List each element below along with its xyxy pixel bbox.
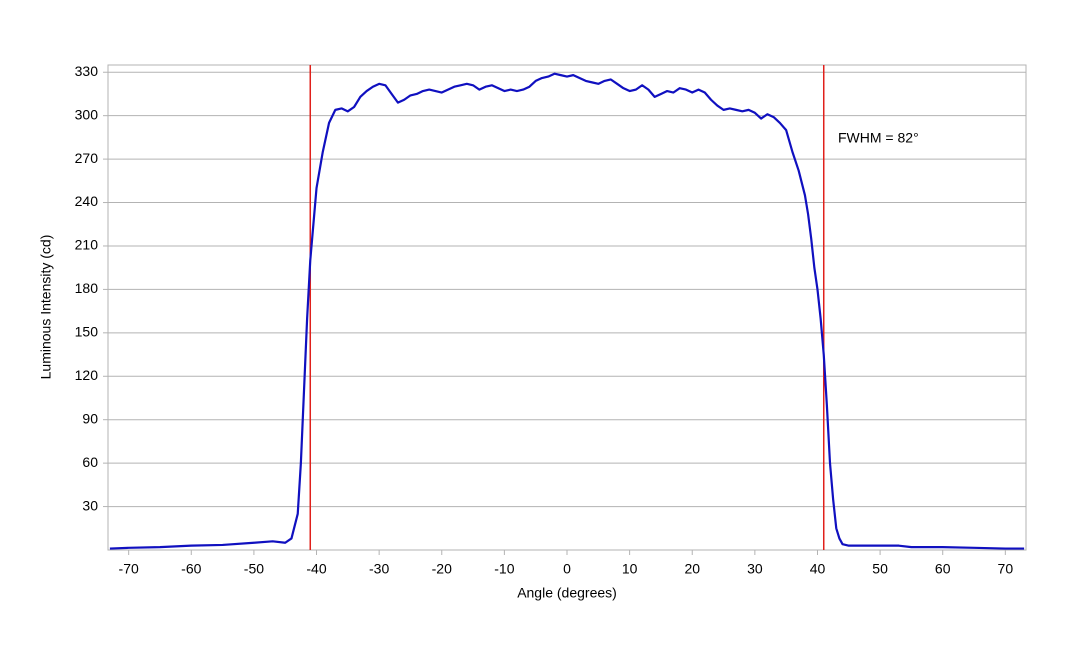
y-tick-label: 30	[82, 497, 98, 513]
x-tick-label: 20	[684, 561, 700, 577]
x-axis-label: Angle (degrees)	[517, 585, 617, 601]
x-tick-label: -10	[494, 561, 514, 577]
y-tick-label: 120	[75, 367, 99, 383]
x-tick-label: 10	[622, 561, 638, 577]
y-axis-label: Luminous Intensity (cd)	[38, 235, 54, 380]
x-tick-label: -30	[369, 561, 389, 577]
y-tick-label: 180	[75, 280, 99, 296]
x-tick-label: 40	[810, 561, 826, 577]
y-tick-label: 300	[75, 106, 99, 122]
x-tick-label: 50	[872, 561, 888, 577]
y-tick-label: 270	[75, 150, 99, 166]
x-tick-label: -70	[119, 561, 139, 577]
y-tick-label: 150	[75, 324, 99, 340]
x-tick-label: -20	[432, 561, 452, 577]
x-tick-label: -40	[306, 561, 326, 577]
y-tick-label: 210	[75, 237, 99, 253]
x-tick-label: -50	[244, 561, 264, 577]
x-tick-label: 30	[747, 561, 763, 577]
data-line	[109, 72, 1025, 550]
annotation: FWHM = 82°	[838, 130, 919, 146]
x-tick-label: 70	[998, 561, 1014, 577]
x-tick-label: 60	[935, 561, 951, 577]
x-tick-label: -60	[181, 561, 201, 577]
y-tick-label: 60	[82, 454, 98, 470]
y-tick-label: 240	[75, 193, 99, 209]
x-tick-label: 0	[563, 561, 571, 577]
y-tick-label: 90	[82, 410, 98, 426]
y-tick-label: 330	[75, 63, 99, 79]
